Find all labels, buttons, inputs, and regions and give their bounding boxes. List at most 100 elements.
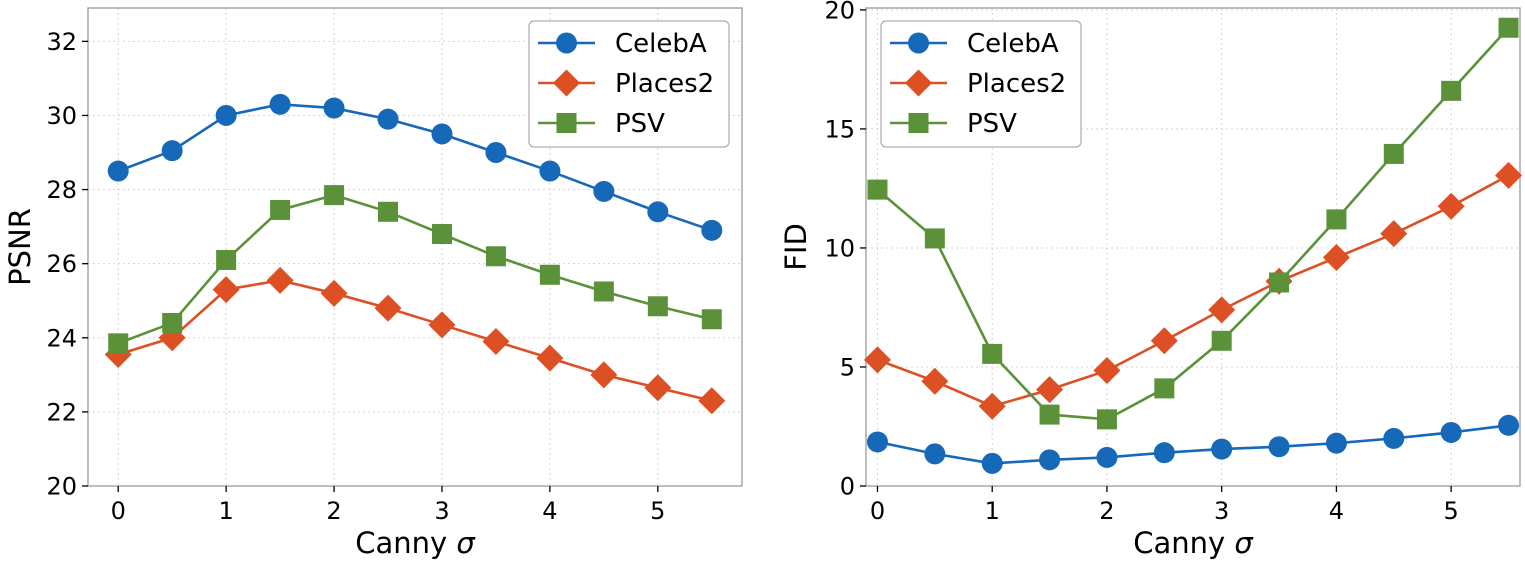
y-tick-label: 5 (840, 353, 855, 381)
data-point (698, 387, 726, 415)
data-point (215, 104, 237, 126)
data-point (161, 140, 183, 162)
data-point (590, 361, 618, 389)
series-line (876, 26, 1510, 421)
legend-box (528, 20, 730, 148)
data-point (1269, 272, 1290, 293)
data-point (647, 201, 669, 223)
data-point (1498, 17, 1519, 38)
series-line (877, 424, 1509, 465)
legend-item: CelebA (890, 29, 1059, 59)
data-point (1383, 143, 1404, 164)
data-point (1495, 161, 1523, 189)
legend: CelebA Places2 PSV (528, 20, 730, 148)
axes-frame (87, 7, 743, 487)
data-point (539, 264, 560, 285)
y-tick-label: 26 (46, 250, 77, 278)
data-point (1039, 449, 1061, 471)
data-point (431, 123, 453, 145)
legend-item: Places2 (538, 69, 714, 99)
series-line (117, 279, 713, 403)
series-line (877, 174, 1510, 408)
data-point (108, 333, 129, 354)
legend-marker (553, 69, 580, 97)
data-point (1154, 378, 1175, 399)
legend-marker (905, 69, 932, 97)
data-point (701, 309, 722, 330)
y-tick-label: 30 (46, 102, 77, 130)
series-line (117, 193, 713, 345)
data-point (978, 392, 1006, 420)
data-point (644, 374, 672, 402)
x-tick-label: 1 (218, 497, 233, 525)
series-psv (108, 185, 722, 354)
legend-item: Places2 (890, 69, 1066, 99)
x-axis-label: Canny σ (1133, 526, 1254, 560)
legend-label: PSV (615, 109, 665, 139)
y-tick-label: 22 (46, 398, 77, 426)
legend: CelebA Places2 PSV (880, 20, 1082, 148)
x-tick-label: 3 (1214, 497, 1229, 525)
legend-label: CelebA (967, 29, 1059, 59)
data-point (1208, 296, 1236, 324)
legend-marker (556, 113, 577, 133)
legend-label: PSV (967, 109, 1017, 139)
data-point (377, 108, 399, 130)
x-tick-label: 2 (326, 497, 341, 525)
data-point (1039, 404, 1060, 425)
data-point (1211, 330, 1232, 351)
fid-chart: 0 1 2 3 4 5 0 5 10 15 20 Canny σ FID CelebA Places2 PSV (779, 0, 1523, 560)
data-point (867, 179, 888, 200)
legend-item: PSV (890, 109, 1017, 139)
legend-label: Places2 (967, 69, 1066, 99)
legend-box (880, 20, 1082, 148)
data-point (1325, 432, 1347, 454)
data-point (1441, 80, 1462, 101)
data-point (863, 346, 891, 374)
x-tick-label: 5 (1444, 497, 1459, 525)
data-point (212, 276, 240, 304)
series-places2 (863, 161, 1523, 420)
legend-label: Places2 (615, 69, 714, 99)
data-point (982, 343, 1003, 364)
legend-marker (556, 32, 577, 54)
legend-marker (908, 32, 929, 54)
y-axis-label: PSNR (3, 208, 37, 286)
data-point (866, 431, 888, 453)
data-point (485, 142, 507, 164)
data-point (1268, 436, 1290, 458)
series-celeba (107, 93, 723, 241)
x-tick-label: 4 (1329, 497, 1344, 525)
data-point (1326, 209, 1347, 230)
y-tick-label: 24 (46, 324, 77, 352)
data-point (428, 311, 456, 339)
data-point (981, 452, 1003, 474)
data-point (701, 219, 723, 241)
data-point (924, 228, 945, 249)
legend-marker (908, 113, 929, 133)
data-point (1093, 357, 1121, 385)
data-point (647, 296, 668, 317)
data-point (162, 312, 183, 333)
data-point (107, 160, 129, 182)
data-point (485, 246, 506, 267)
data-point (1498, 414, 1520, 436)
y-tick-label: 32 (46, 28, 77, 56)
data-point (216, 249, 237, 270)
axes-frame (865, 7, 1521, 487)
data-point (1437, 192, 1465, 220)
data-point (921, 367, 949, 395)
legend-item: CelebA (538, 29, 707, 59)
data-point (482, 327, 510, 355)
x-tick-label: 5 (650, 497, 665, 525)
data-point (593, 180, 615, 202)
x-tick-label: 3 (434, 497, 449, 525)
data-point (378, 201, 399, 222)
legend-item: PSV (538, 109, 665, 139)
x-tick-label: 4 (542, 497, 557, 525)
x-tick-label: 0 (111, 497, 126, 525)
data-point (324, 185, 345, 206)
data-point (1440, 421, 1462, 443)
data-point (536, 344, 564, 372)
